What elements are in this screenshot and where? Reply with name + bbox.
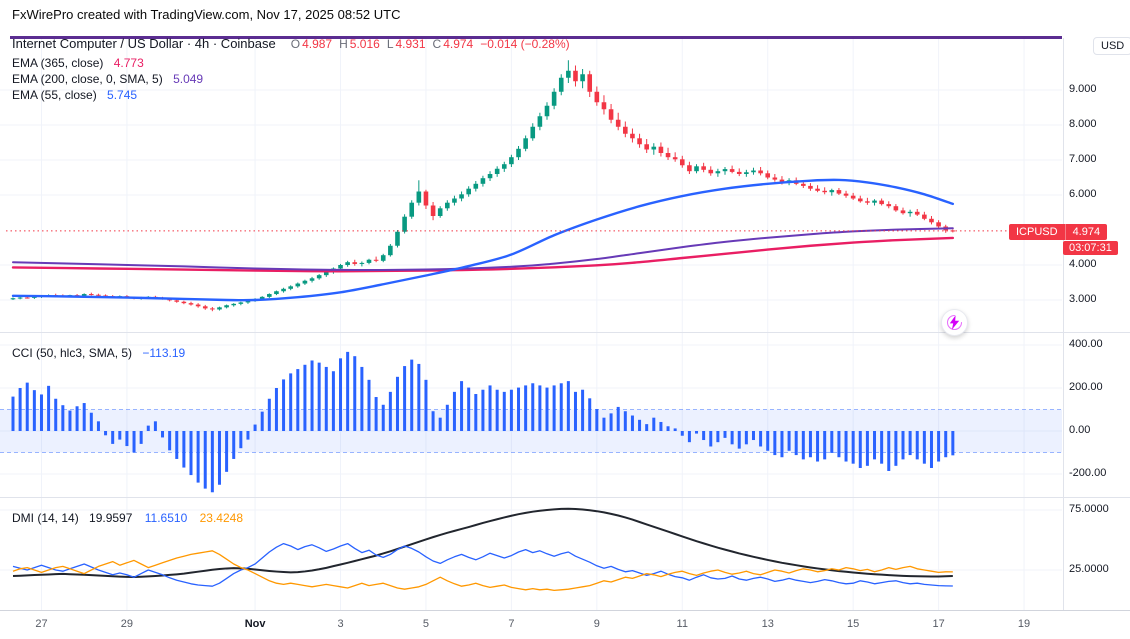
price-axis[interactable]: 9.000 8.000 7.000 6.000 4.000 3.000 400.00 200.… — [1064, 0, 1130, 610]
time-axis-label: 9 — [593, 618, 600, 630]
cci-pane-canvas[interactable] — [0, 333, 1063, 497]
ema-200-name: EMA (200, close, 0, SMA, 5) — [12, 72, 163, 86]
high-value: 5.016 — [349, 37, 380, 51]
axis-tick-label: -200.00 — [1069, 467, 1107, 479]
low-value: 4.931 — [395, 37, 426, 51]
dmi-pane-canvas[interactable] — [0, 498, 1063, 610]
time-axis-label: 29 — [120, 618, 134, 630]
cci-name: CCI (50, hlc3, SMA, 5) — [12, 346, 133, 360]
axis-tick-label: 75.0000 — [1069, 503, 1109, 515]
close-label: C — [432, 37, 442, 51]
price-axis-border — [1063, 38, 1064, 610]
bar-countdown-badge: 03:07:31 — [1063, 241, 1118, 255]
time-axis-label: 15 — [847, 618, 860, 630]
axis-tick-label: 7.000 — [1069, 153, 1097, 165]
axis-tick-label: 0.00 — [1069, 424, 1091, 436]
pane-separator-main-cci[interactable] — [0, 332, 1130, 333]
dmi-plus-di-value: 11.6510 — [144, 511, 188, 525]
price-badge-divider — [1064, 224, 1066, 240]
cci-legend[interactable]: CCI (50, hlc3, SMA, 5) −113.19 — [12, 345, 185, 361]
change-value: −0.014 (−0.28%) — [480, 37, 570, 51]
axis-tick-label: 9.000 — [1069, 83, 1097, 95]
price-chart-canvas[interactable] — [0, 38, 1063, 332]
horizontal-trendline[interactable] — [10, 36, 1062, 39]
pane-separator-cci-dmi[interactable] — [0, 497, 1130, 498]
time-axis-label: 17 — [932, 618, 945, 630]
price-badge-price: 4.974 — [1072, 226, 1101, 238]
dmi-adx-value: 19.9597 — [89, 511, 133, 525]
last-price-badge: ICPUSD 4.974 — [1009, 224, 1108, 240]
cci-value: −113.19 — [142, 346, 186, 360]
time-axis[interactable]: 27 29 Nov 3 5 7 9 11 13 15 17 19 — [0, 611, 1130, 639]
time-axis-label: 3 — [337, 618, 344, 630]
symbol-legend[interactable]: Internet Computer / US Dollar · 4h · Coi… — [12, 36, 570, 52]
lightning-icon — [946, 314, 963, 331]
time-axis-label: 19 — [1017, 618, 1031, 630]
time-axis-label: 11 — [676, 618, 688, 630]
symbol-title[interactable]: Internet Computer / US Dollar · 4h · Coi… — [12, 36, 276, 51]
ema-55-name: EMA (55, close) — [12, 88, 97, 102]
ema-365-name: EMA (365, close) — [12, 56, 104, 70]
time-axis-label: Nov — [244, 618, 266, 630]
time-axis-label: 5 — [422, 618, 430, 630]
ema-365-legend[interactable]: EMA (365, close) 4.773 — [12, 55, 570, 71]
ohlc-strip: O 4.987 H 5.016 L 4.931 C 4.974 −0.014 (−0.28%) — [284, 36, 570, 51]
time-axis-label: 27 — [35, 618, 48, 630]
time-axis-label: 7 — [508, 618, 515, 630]
ema-200-legend[interactable]: EMA (200, close, 0, SMA, 5) 5.049 — [12, 71, 570, 87]
axis-tick-label: 6.000 — [1069, 188, 1097, 200]
ema-55-value: 5.745 — [107, 88, 138, 102]
axis-tick-label: 200.00 — [1069, 381, 1103, 393]
axis-tick-label: 400.00 — [1069, 338, 1103, 350]
magic-button[interactable] — [941, 309, 968, 336]
currency-button[interactable]: USD — [1093, 37, 1130, 55]
open-label: O — [290, 37, 301, 51]
price-badge-symbol: ICPUSD — [1016, 226, 1058, 238]
main-chart-legend: Internet Computer / US Dollar · 4h · Coi… — [12, 36, 570, 103]
axis-tick-label: 8.000 — [1069, 118, 1097, 130]
axis-tick-label: 25.0000 — [1069, 563, 1109, 575]
high-label: H — [339, 37, 348, 51]
time-axis-label: 13 — [761, 618, 774, 630]
ema-365-value: 4.773 — [113, 56, 144, 70]
dmi-minus-di-value: 23.4248 — [199, 511, 243, 525]
close-value: 4.974 — [443, 37, 474, 51]
watermark-text: FxWirePro created with TradingView.com, … — [12, 7, 401, 22]
dmi-name: DMI (14, 14) — [12, 511, 79, 525]
low-label: L — [386, 37, 394, 51]
open-value: 4.987 — [302, 37, 333, 51]
time-axis-separator — [0, 610, 1130, 611]
axis-tick-label: 3.000 — [1069, 293, 1097, 305]
ema-55-legend[interactable]: EMA (55, close) 5.745 — [12, 87, 570, 103]
ema-200-value: 5.049 — [173, 72, 204, 86]
axis-tick-label: 4.000 — [1069, 258, 1097, 270]
dmi-legend[interactable]: DMI (14, 14) 19.9597 11.6510 23.4248 — [12, 510, 243, 526]
